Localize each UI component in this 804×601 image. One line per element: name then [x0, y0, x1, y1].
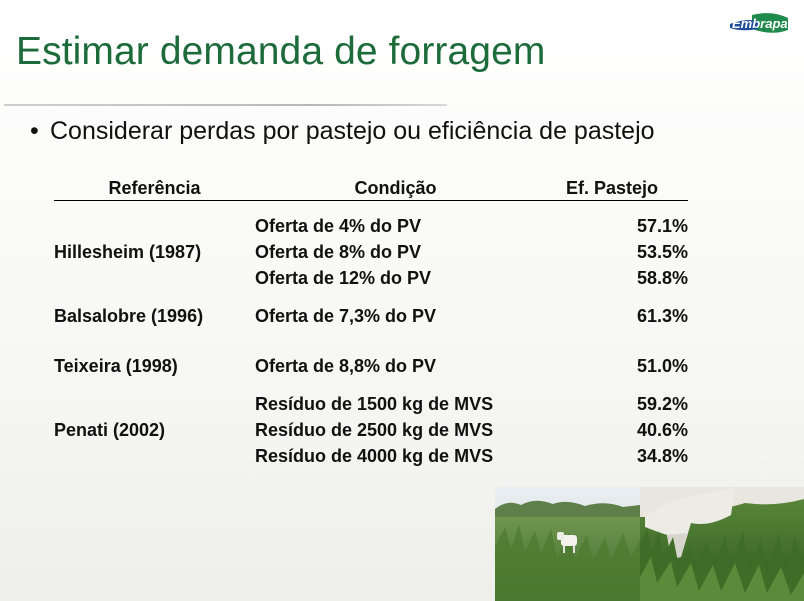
condition-cell: Oferta de 4% do PV: [255, 216, 422, 236]
table-row: Hillesheim (1987) Oferta de 4% do PV 57.…: [54, 213, 688, 262]
bullet-text: Considerar perdas por pastejo ou eficiên…: [50, 117, 655, 145]
condition-cell: Oferta de 8% do PV: [255, 242, 422, 262]
spacer-row: [54, 291, 688, 303]
table-row: Oferta de 12% do PV 58.8%: [54, 265, 688, 291]
efficiency-cell: 61.3%: [636, 306, 688, 326]
table-row: Teixeira (1998) Oferta de 8,8% do PV 51.…: [54, 353, 688, 379]
table-header-row: Referência Condição Ef. Pastejo: [54, 176, 688, 201]
reference-cell: Teixeira (1998): [54, 356, 178, 376]
spacer-row: [54, 329, 688, 341]
spacer-row: [54, 379, 688, 391]
condition-cell: Oferta de 8,8% do PV: [255, 356, 437, 376]
bullet-point: • Considerar perdas por pastejo ou eficiê…: [30, 117, 655, 146]
table-row: Oferta de 8% do PV 53.5%: [54, 239, 688, 265]
header-efficiency: Ef. Pastejo: [536, 176, 688, 201]
table-row: Resíduo de 4000 kg de MVS 34.8%: [54, 443, 688, 469]
condition-cell: Resíduo de 2500 kg de MVS: [255, 420, 494, 440]
spacer-row: [54, 341, 688, 353]
table-row: Resíduo de 2500 kg de MVS 40.6%: [54, 417, 688, 443]
embrapa-logo: Embrapa: [730, 13, 788, 33]
efficiency-cell: 40.6%: [636, 420, 688, 440]
condition-cell: Oferta de 7,3% do PV: [255, 306, 437, 326]
condition-cell: Resíduo de 4000 kg de MVS: [255, 446, 494, 466]
table-row: Penati (2002) Resíduo de 1500 kg de MVS …: [54, 391, 688, 440]
logo-text: Embrapa: [732, 16, 788, 31]
efficiency-cell: 59.2%: [636, 394, 688, 414]
reference-cell: Hillesheim (1987): [54, 242, 202, 262]
efficiency-cell: 58.8%: [636, 268, 688, 288]
reference-cell: Balsalobre (1996): [54, 306, 204, 326]
bullet-icon: •: [30, 117, 39, 145]
reference-cell: Penati (2002): [54, 420, 166, 440]
condition-cell: Oferta de 12% do PV: [255, 268, 432, 288]
efficiency-cell: 57.1%: [636, 216, 688, 236]
title-divider: [4, 104, 447, 106]
slide-title: Estimar demanda de forragem: [16, 30, 546, 73]
efficiency-table: Referência Condição Ef. Pastejo Hilleshe…: [54, 176, 688, 469]
header-reference: Referência: [54, 176, 255, 201]
table-row: Balsalobre (1996) Oferta de 7,3% do PV 6…: [54, 303, 688, 329]
pasture-cattle-photo: [495, 487, 804, 601]
spacer-row: [54, 201, 688, 214]
condition-cell: Resíduo de 1500 kg de MVS: [255, 394, 494, 414]
header-condition: Condição: [255, 176, 536, 201]
efficiency-cell: 51.0%: [636, 356, 688, 376]
efficiency-cell: 34.8%: [636, 446, 688, 466]
efficiency-cell: 53.5%: [636, 242, 688, 262]
